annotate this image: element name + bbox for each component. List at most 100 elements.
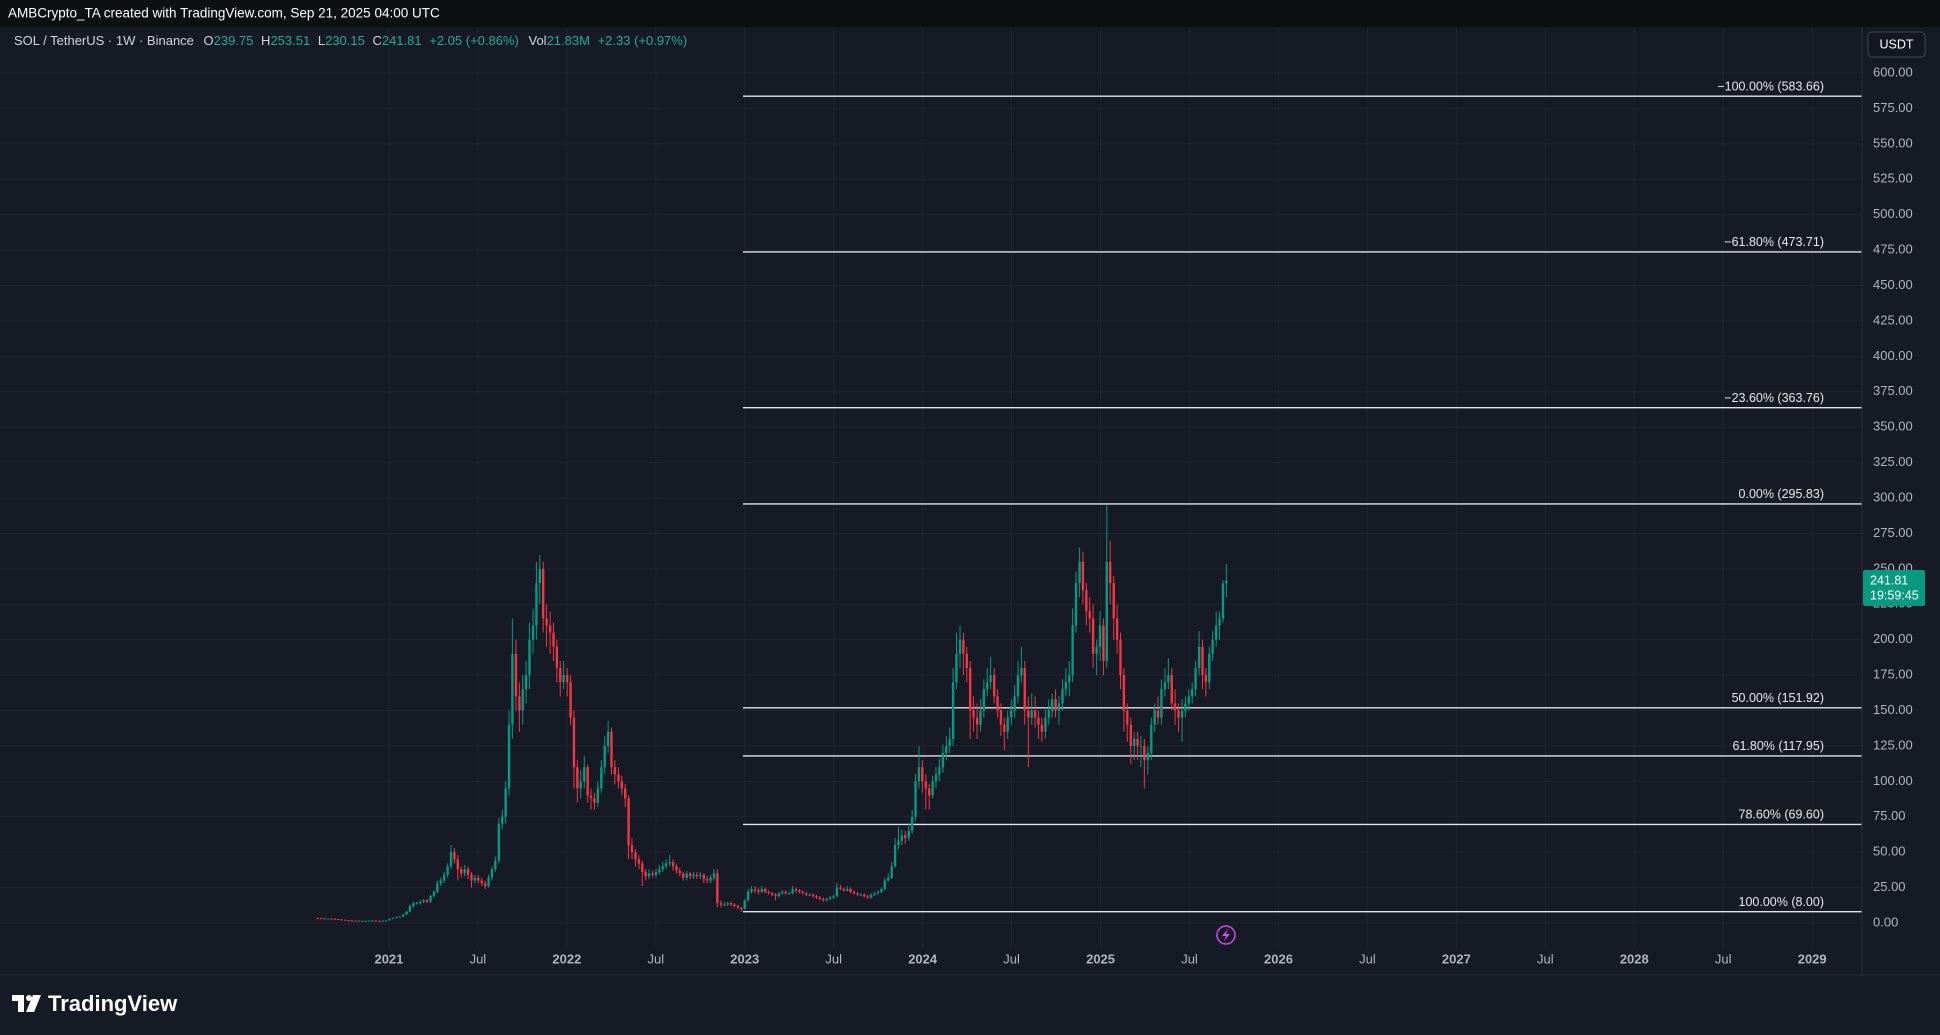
candle-body: [900, 835, 904, 841]
candle-body: [1143, 745, 1146, 761]
candle-body: [746, 891, 750, 901]
candle-body: [671, 862, 675, 867]
y-tick-label: 50.00: [1873, 844, 1906, 859]
fib-level-label: 100.00% (8.00): [1739, 895, 1824, 909]
candle-body: [1040, 724, 1044, 732]
candle-body: [477, 877, 480, 881]
currency-button[interactable]: USDT: [1867, 31, 1926, 58]
y-tick-label: 275.00: [1873, 525, 1913, 540]
x-tick-label: 2023: [730, 951, 759, 966]
axes: 0.00 25.00 50.00 75.00 100.00 125.00 150.00 175…: [374, 64, 1912, 966]
x-tick-label: 2022: [552, 951, 581, 966]
y-tick-label: 350.00: [1873, 419, 1913, 434]
candle-body: [367, 920, 371, 922]
candle-body: [808, 894, 811, 896]
candle-body: [859, 894, 863, 896]
candle-body: [1006, 717, 1009, 732]
candle-body: [1050, 699, 1054, 711]
candle-body: [333, 918, 337, 920]
high-label: H: [261, 33, 270, 48]
candle-body: [541, 568, 545, 619]
candle-body: [1126, 710, 1129, 725]
x-tick-label: 2027: [1442, 951, 1471, 966]
candle-body: [1091, 618, 1095, 654]
candle-body: [1150, 724, 1153, 754]
events-icon[interactable]: [1216, 925, 1236, 945]
candle-body: [675, 866, 678, 871]
events-bolt[interactable]: [1222, 929, 1230, 941]
fib-level-label: −61.80% (473.71): [1724, 235, 1824, 249]
candle-body: [1003, 724, 1006, 732]
y-tick-label: 500.00: [1873, 206, 1913, 221]
candle-body: [709, 877, 712, 881]
candle-body: [767, 891, 770, 894]
candle-body: [726, 903, 729, 905]
candle-body: [736, 906, 740, 908]
candle-body: [1010, 710, 1013, 718]
candle-body: [487, 877, 490, 887]
y-tick-label: 600.00: [1873, 64, 1913, 79]
candle-body: [1173, 703, 1177, 711]
candle-body: [463, 869, 466, 874]
candle-body: [945, 745, 948, 754]
candle-body: [1016, 675, 1020, 697]
candle-body: [743, 900, 746, 909]
y-tick-label: 75.00: [1873, 808, 1906, 823]
volume-value: 21.83M: [547, 33, 590, 48]
candle-body: [729, 903, 733, 905]
candle-body: [586, 767, 589, 796]
candle-body: [1184, 703, 1187, 711]
y-tick-label: 150.00: [1873, 702, 1913, 717]
top-bar-text: AMBCrypto_TA created with TradingView.co…: [8, 6, 440, 21]
candle-body: [781, 891, 784, 894]
candle-body: [1201, 646, 1204, 676]
x-tick-label: Jul: [647, 951, 664, 966]
candle-body: [1061, 689, 1064, 704]
x-tick-label: Jul: [1359, 951, 1376, 966]
candle-body: [319, 918, 323, 920]
candle-body: [740, 907, 743, 909]
candle-body: [904, 835, 907, 839]
candle-body: [432, 891, 436, 897]
candle-body: [852, 891, 856, 894]
fib-retracement: −100.00% (583.66) −61.80% (473.71) −23.60%…: [742, 79, 1862, 913]
candle-body: [1020, 668, 1023, 676]
candle-body: [1177, 710, 1180, 718]
candle-body: [371, 920, 374, 922]
candle-body: [1167, 675, 1170, 683]
fib-level-label: 50.00% (151.92): [1732, 691, 1824, 705]
candle-body: [992, 675, 996, 697]
candle-body: [552, 632, 555, 647]
candle-body: [466, 869, 470, 875]
candle-body: [958, 639, 962, 654]
y-tick-label: 325.00: [1873, 454, 1913, 469]
candle-body: [1033, 710, 1037, 718]
candle-body: [637, 859, 641, 864]
candle-body: [941, 753, 945, 768]
x-tick-label: Jul: [470, 951, 487, 966]
y-tick-label: 200.00: [1873, 631, 1913, 646]
candle-body: [1081, 561, 1085, 591]
currency-button-box[interactable]: [1867, 31, 1926, 58]
candle-body: [340, 919, 343, 921]
y-tick-label: 300.00: [1873, 489, 1913, 504]
candle-body: [999, 710, 1003, 725]
symbol-title: SOL / TetherUS · 1W · Binance: [14, 33, 194, 48]
candle-body: [753, 889, 757, 891]
x-tick-label: 2029: [1798, 951, 1827, 966]
candle-body: [470, 874, 473, 881]
currency-label[interactable]: USDT: [1879, 37, 1913, 51]
brand-logo: TradingView: [12, 991, 178, 1016]
candle-body: [395, 917, 398, 919]
candle-body: [634, 852, 637, 860]
candle-body: [425, 900, 429, 902]
candle-body: [480, 880, 484, 884]
x-tick-label: 2021: [374, 951, 403, 966]
candle-body: [600, 767, 603, 789]
candle-body: [1119, 639, 1122, 676]
candle-body: [832, 896, 835, 898]
candle-body: [1211, 639, 1214, 654]
candle-body: [1064, 682, 1068, 690]
candle-body: [596, 788, 600, 803]
